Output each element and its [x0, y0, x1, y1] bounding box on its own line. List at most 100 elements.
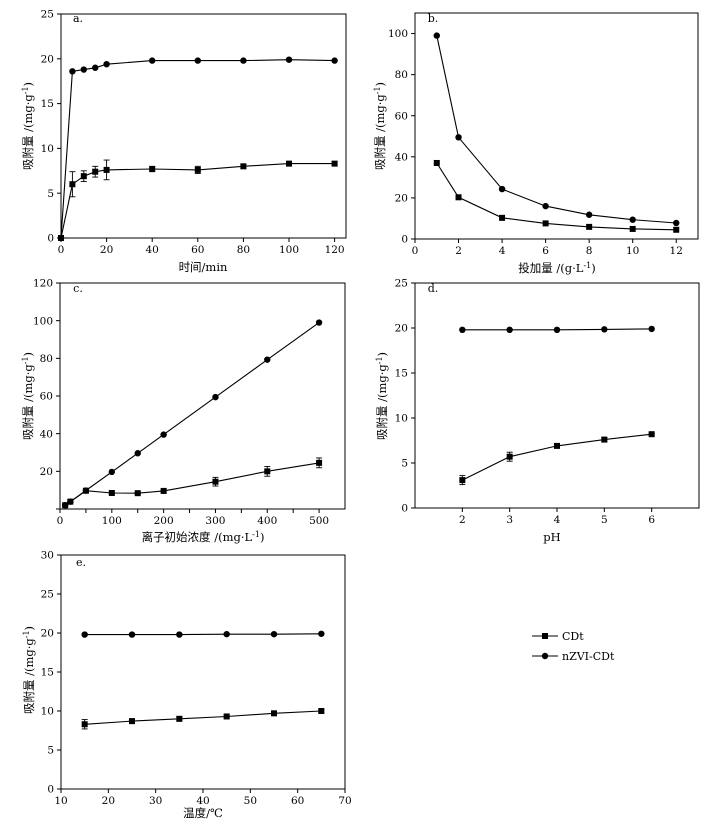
data-point-nzvi-cdt — [673, 219, 680, 227]
y-tick-label: 60 — [40, 391, 53, 403]
series-line-cdt — [462, 433, 652, 481]
data-point-nzvi-cdt — [285, 56, 293, 63]
data-point-cdt — [331, 160, 338, 167]
x-tick-label: 40 — [146, 244, 159, 256]
data-point-cdt — [264, 468, 271, 475]
data-point-cdt — [499, 214, 506, 221]
data-point-cdt — [316, 459, 323, 466]
data-point-nzvi-cdt — [67, 498, 74, 505]
data-point-nzvi-cdt — [212, 393, 219, 401]
y-tick-label: 40 — [40, 428, 53, 440]
y-tick-label: 20 — [41, 53, 54, 65]
x-tick-label: 10 — [54, 795, 67, 807]
data-point-cdt — [271, 710, 277, 717]
data-point-nzvi-cdt — [194, 57, 201, 64]
x-tick-label: 20 — [102, 795, 115, 807]
series-layer — [459, 325, 655, 486]
data-point-nzvi-cdt — [223, 630, 230, 638]
data-point-nzvi-cdt — [134, 450, 141, 457]
y-tick-label: 100 — [388, 28, 408, 40]
data-point-nzvi-cdt — [81, 631, 88, 638]
y-tick-label: 15 — [41, 667, 54, 679]
x-tick-label: 100 — [279, 244, 299, 256]
x-tick-label: 60 — [291, 795, 304, 807]
y-tick-label: 30 — [41, 550, 54, 562]
data-point-cdt — [129, 718, 135, 725]
panel-e: 10 20 30 40 50 60 70 0 5 10 15 20 25 30 e. 温度/℃ 吸附量 /… — [22, 550, 352, 820]
data-point-nzvi-cdt — [331, 57, 338, 64]
x-axis-label: 离子初始浓度 /(mg·L-1) — [142, 530, 265, 545]
y-tick-label: 80 — [40, 353, 53, 365]
y-axis-label: 吸附量 /(mg·g-1) — [21, 352, 36, 440]
square-marker-icon — [542, 633, 548, 639]
data-point-nzvi-cdt — [176, 631, 183, 638]
data-point-nzvi-cdt — [629, 216, 636, 223]
data-point-nzvi-cdt — [149, 57, 156, 64]
data-point-cdt — [134, 490, 141, 497]
circle-marker-icon — [541, 652, 549, 660]
y-tick-label: 20 — [41, 628, 54, 640]
data-point-cdt — [103, 166, 110, 173]
y-tick-label: 0 — [401, 234, 408, 246]
panel-label: c. — [73, 282, 83, 295]
x-tick-label: 6 — [542, 245, 549, 257]
x-tick-label: 70 — [338, 795, 351, 807]
data-point-nzvi-cdt — [160, 431, 167, 438]
plot-frame — [414, 282, 700, 509]
series-layer — [61, 319, 323, 509]
data-point-nzvi-cdt — [270, 630, 278, 638]
y-tick-label: 25 — [41, 9, 54, 21]
x-axis-label: 投加量 /(g·L-1) — [518, 261, 595, 276]
y-tick-label: 10 — [41, 143, 54, 155]
data-point-nzvi-cdt — [315, 319, 323, 326]
series-layer — [81, 630, 325, 730]
legend-entry-cdt: CDt — [532, 630, 584, 643]
series-line-nzvi-cdt — [60, 59, 335, 239]
series-line-cdt — [64, 462, 320, 506]
y-tick-label: 120 — [33, 278, 53, 290]
x-tick-label: 2 — [455, 245, 462, 257]
legend-entry-nzvi-cdt: nZVI-CDt — [532, 650, 615, 663]
y-tick-label: 5 — [401, 458, 408, 470]
legend-label: nZVI-CDt — [562, 650, 615, 663]
data-point-cdt — [648, 431, 655, 438]
panel-label: b. — [428, 12, 439, 25]
legend-label: CDt — [562, 630, 584, 643]
plot-frame — [414, 12, 699, 240]
data-point-cdt — [673, 226, 680, 233]
x-tick-label: 3 — [506, 514, 513, 526]
data-point-cdt — [80, 173, 87, 180]
x-tick-label: 5 — [601, 514, 608, 526]
y-tick-label: 15 — [41, 98, 54, 110]
x-tick-label: 4 — [499, 245, 506, 257]
x-tick-label: 400 — [257, 515, 277, 527]
data-point-cdt — [176, 715, 183, 722]
data-point-cdt — [459, 477, 466, 484]
data-point-cdt — [160, 487, 167, 494]
data-point-nzvi-cdt — [82, 487, 90, 494]
series-line-cdt — [60, 163, 335, 239]
x-tick-label: 0 — [57, 515, 64, 527]
x-tick-label: 120 — [325, 244, 345, 256]
y-axis-label: 吸附量 /(mg·g-1) — [22, 626, 37, 714]
data-point-cdt — [629, 225, 636, 232]
x-tick-label: 50 — [244, 795, 257, 807]
data-point-nzvi-cdt — [69, 68, 76, 75]
x-tick-label: 300 — [205, 515, 225, 527]
data-point-nzvi-cdt — [601, 326, 608, 333]
data-point-cdt — [433, 159, 440, 166]
panel-a: 0 20 40 60 80 100 120 0 5 10 15 20 25 a. 时间/min 吸附量 … — [21, 9, 347, 274]
x-tick-label: 100 — [102, 515, 122, 527]
y-tick-label: 0 — [47, 233, 54, 245]
series-line-nzvi-cdt — [436, 35, 677, 224]
x-tick-label: 200 — [154, 515, 174, 527]
data-point-nzvi-cdt — [264, 356, 271, 363]
data-point-cdt — [108, 489, 115, 496]
y-tick-label: 80 — [395, 69, 408, 81]
data-point-cdt — [81, 721, 88, 728]
data-point-cdt — [455, 194, 462, 201]
y-axis-label: 吸附量 /(mg·g-1) — [21, 82, 36, 170]
y-tick-label: 10 — [395, 413, 408, 425]
data-point-cdt — [92, 168, 99, 175]
